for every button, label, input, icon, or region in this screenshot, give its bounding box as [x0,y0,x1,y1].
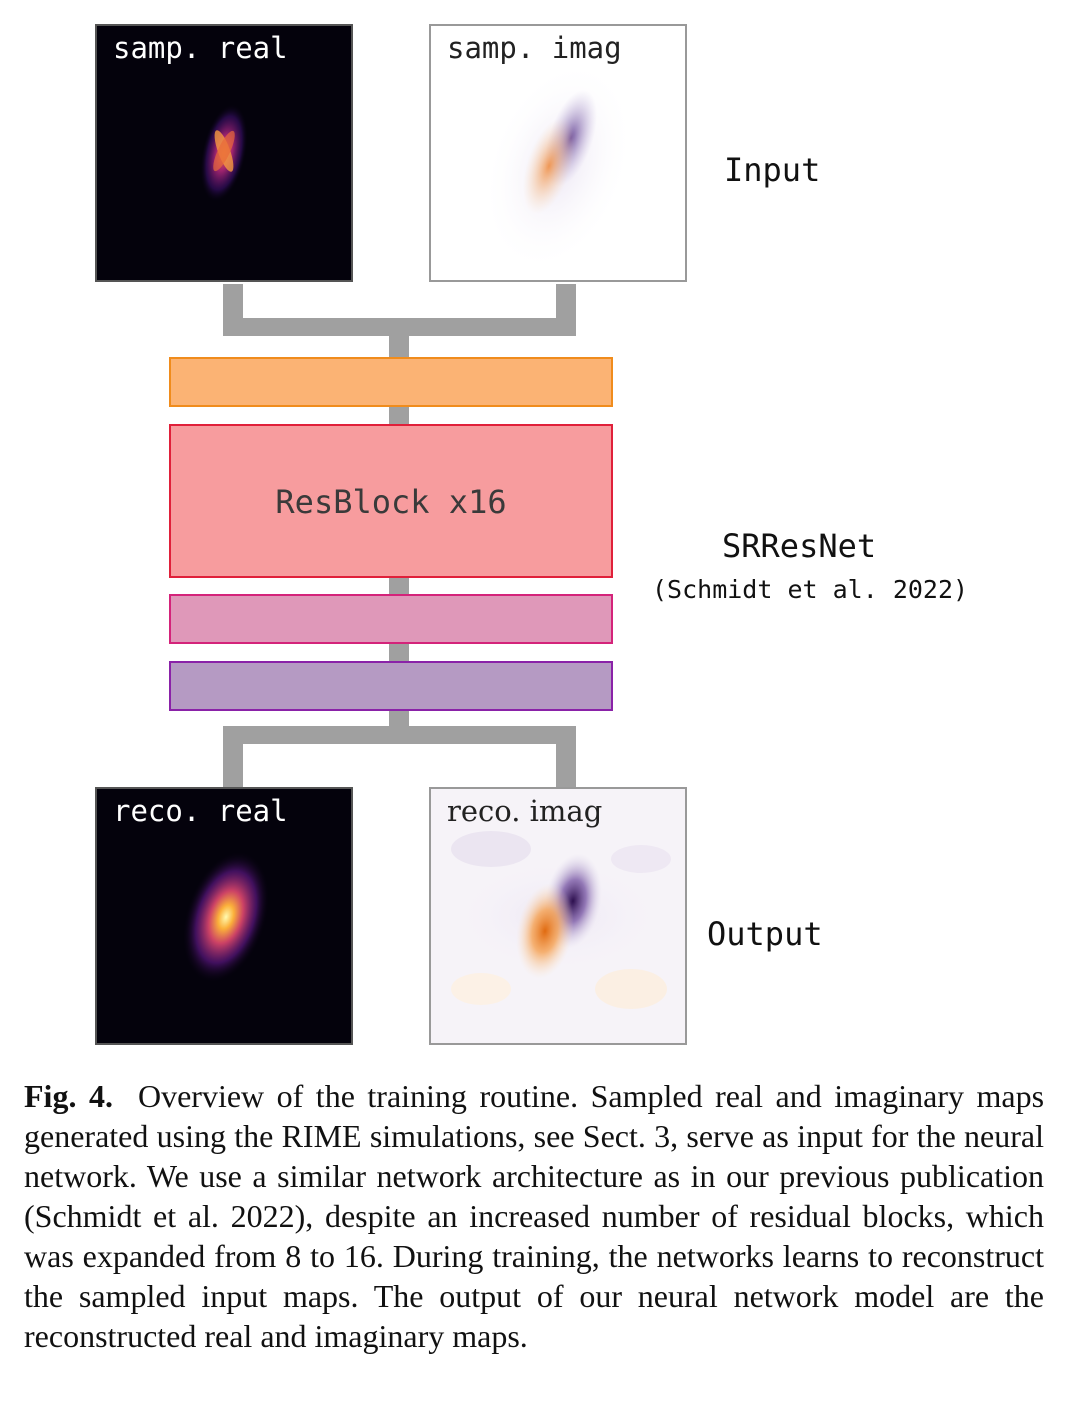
network-citation: (Schmidt et al. 2022) [652,575,969,604]
network-name: SRResNet [722,527,877,565]
output-imag-map [431,789,685,1043]
output-imag-panel: reco. imag [429,787,687,1045]
layer-resblock: ResBlock x16 [169,424,613,578]
connector-output-split [223,726,576,744]
output-real-map [182,851,270,983]
layer-post-conv [169,594,613,644]
connector-input-merge [223,318,576,336]
figure-caption: Fig. 4. Overview of the training routine… [24,1076,1044,1356]
output-imag-label: reco. imag [447,794,603,828]
input-real-panel: samp. real [95,24,353,282]
layer-input-conv [169,357,613,407]
input-imag-label: samp. imag [447,31,622,65]
connector-input-trunk [389,330,409,360]
input-real-label: samp. real [113,31,288,65]
resblock-label: ResBlock x16 [275,483,507,521]
connector-layer-3-4 [389,641,409,665]
connector-output-real [223,736,243,788]
input-imag-panel: samp. imag [429,24,687,282]
input-real-map [200,103,248,203]
caption-label: Fig. 4. [24,1078,113,1114]
connector-layer-1-2 [389,404,409,428]
output-real-panel: reco. real [95,787,353,1045]
connector-layer-2-3 [389,574,409,598]
input-imag-map [482,59,634,273]
layer-output-conv [169,661,613,711]
caption-text: Overview of the training routine. Sample… [24,1078,1045,1354]
output-side-label: Output [707,915,823,953]
output-real-label: reco. real [113,794,288,828]
connector-output-imag [556,736,576,788]
input-side-label: Input [724,151,821,189]
